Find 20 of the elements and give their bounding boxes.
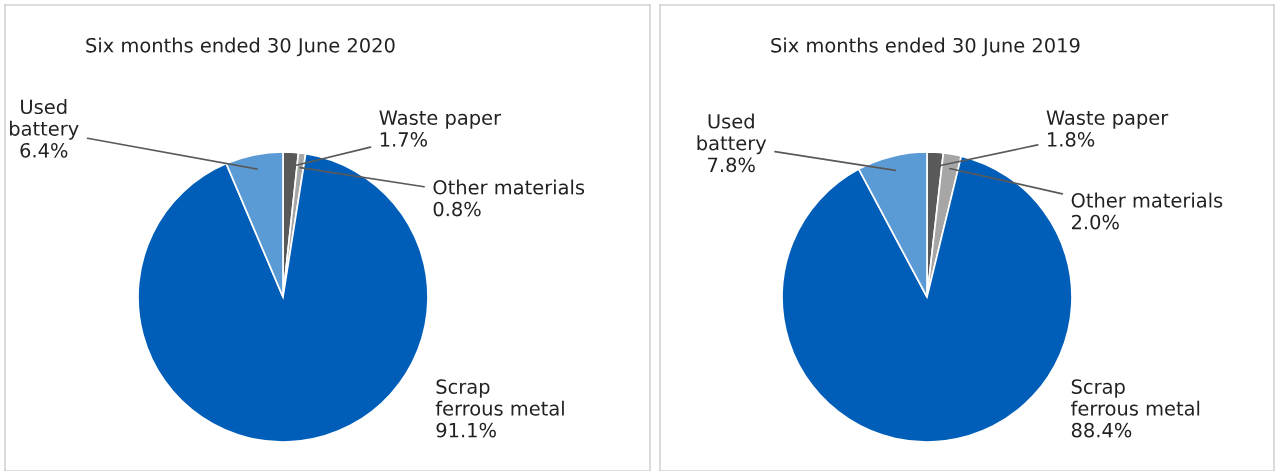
data-label: 0.8% — [433, 201, 481, 217]
data-label: 91.1% — [436, 422, 496, 438]
slice-label: Other materials — [1071, 192, 1223, 208]
data-label: 7.8% — [708, 157, 755, 173]
slice-label: Other materials — [433, 179, 585, 195]
slice-label: Used battery — [10, 99, 79, 140]
slice-label: Waste paper — [1046, 110, 1169, 129]
slice-label: Scrap ferrous metal — [1071, 379, 1200, 416]
data-label: 2.0% — [1071, 214, 1119, 230]
pie-slice — [781, 155, 1073, 443]
pie-slice — [137, 152, 429, 443]
data-label: 1.8% — [1048, 132, 1095, 147]
chart-title: Six months ended 30 June 2019 — [771, 37, 1080, 57]
data-label: 88.4% — [1071, 422, 1132, 438]
chart-title: Six months ended 30 June 2020 — [86, 37, 395, 57]
data-label: 6.4% — [20, 142, 68, 158]
data-label: 1.7% — [380, 132, 428, 147]
slice-label: Waste paper — [379, 110, 502, 129]
slice-label: Used battery — [697, 113, 767, 155]
slice-label: Scrap ferrous metal — [435, 379, 564, 416]
